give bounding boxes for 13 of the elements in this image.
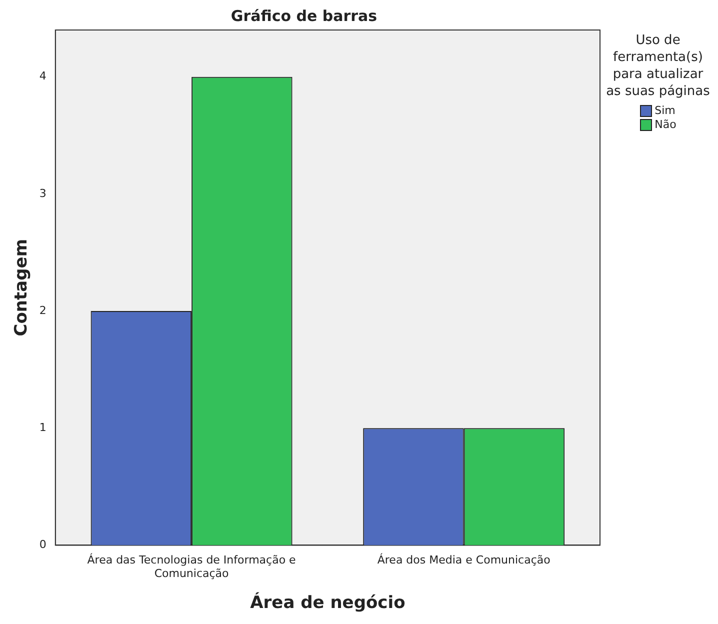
legend-title: Uso de ferramenta(s) para atualizar as suas páginas <box>606 32 710 100</box>
y-axis-title: Contagem <box>12 238 32 336</box>
x-tick-label: Área dos Media e Comunicação <box>377 552 551 567</box>
chart-title: Gráfico de barras <box>230 6 378 25</box>
legend-label: Não <box>654 118 676 132</box>
y-tick-label: 3 <box>39 186 46 200</box>
legend-label: Sim <box>654 104 676 118</box>
y-tick-label: 4 <box>39 70 46 83</box>
y-tick-label: 1 <box>39 420 46 434</box>
x-tick-label: Área das Tecnologias de Informação e Comunicação <box>87 552 296 580</box>
y-tick-label: 0 <box>39 538 46 552</box>
y-tick-label: 2 <box>39 304 46 317</box>
x-axis-title: Área de negócio <box>250 592 406 614</box>
